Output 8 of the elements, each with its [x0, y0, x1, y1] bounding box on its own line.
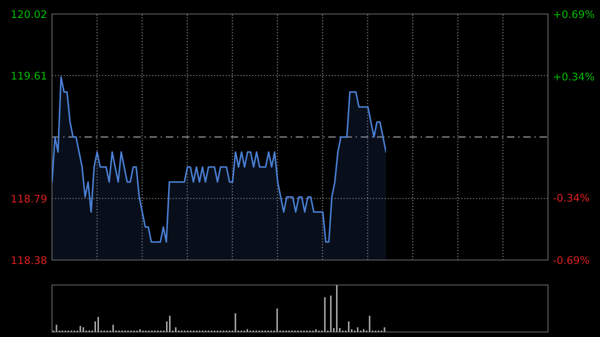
y-tick-label: 118.38	[12, 256, 46, 264]
y2-tick-label: +0.34%	[554, 72, 594, 80]
y-tick-label: 119.61	[12, 72, 46, 80]
y2-tick-label: -0.69%	[553, 256, 590, 264]
y2-tick-label: +0.69%	[554, 10, 594, 18]
y-tick-label: 120.02	[12, 10, 46, 18]
y2-tick-label: -0.34%	[553, 194, 590, 202]
y-tick-label: 118.79	[12, 194, 46, 203]
